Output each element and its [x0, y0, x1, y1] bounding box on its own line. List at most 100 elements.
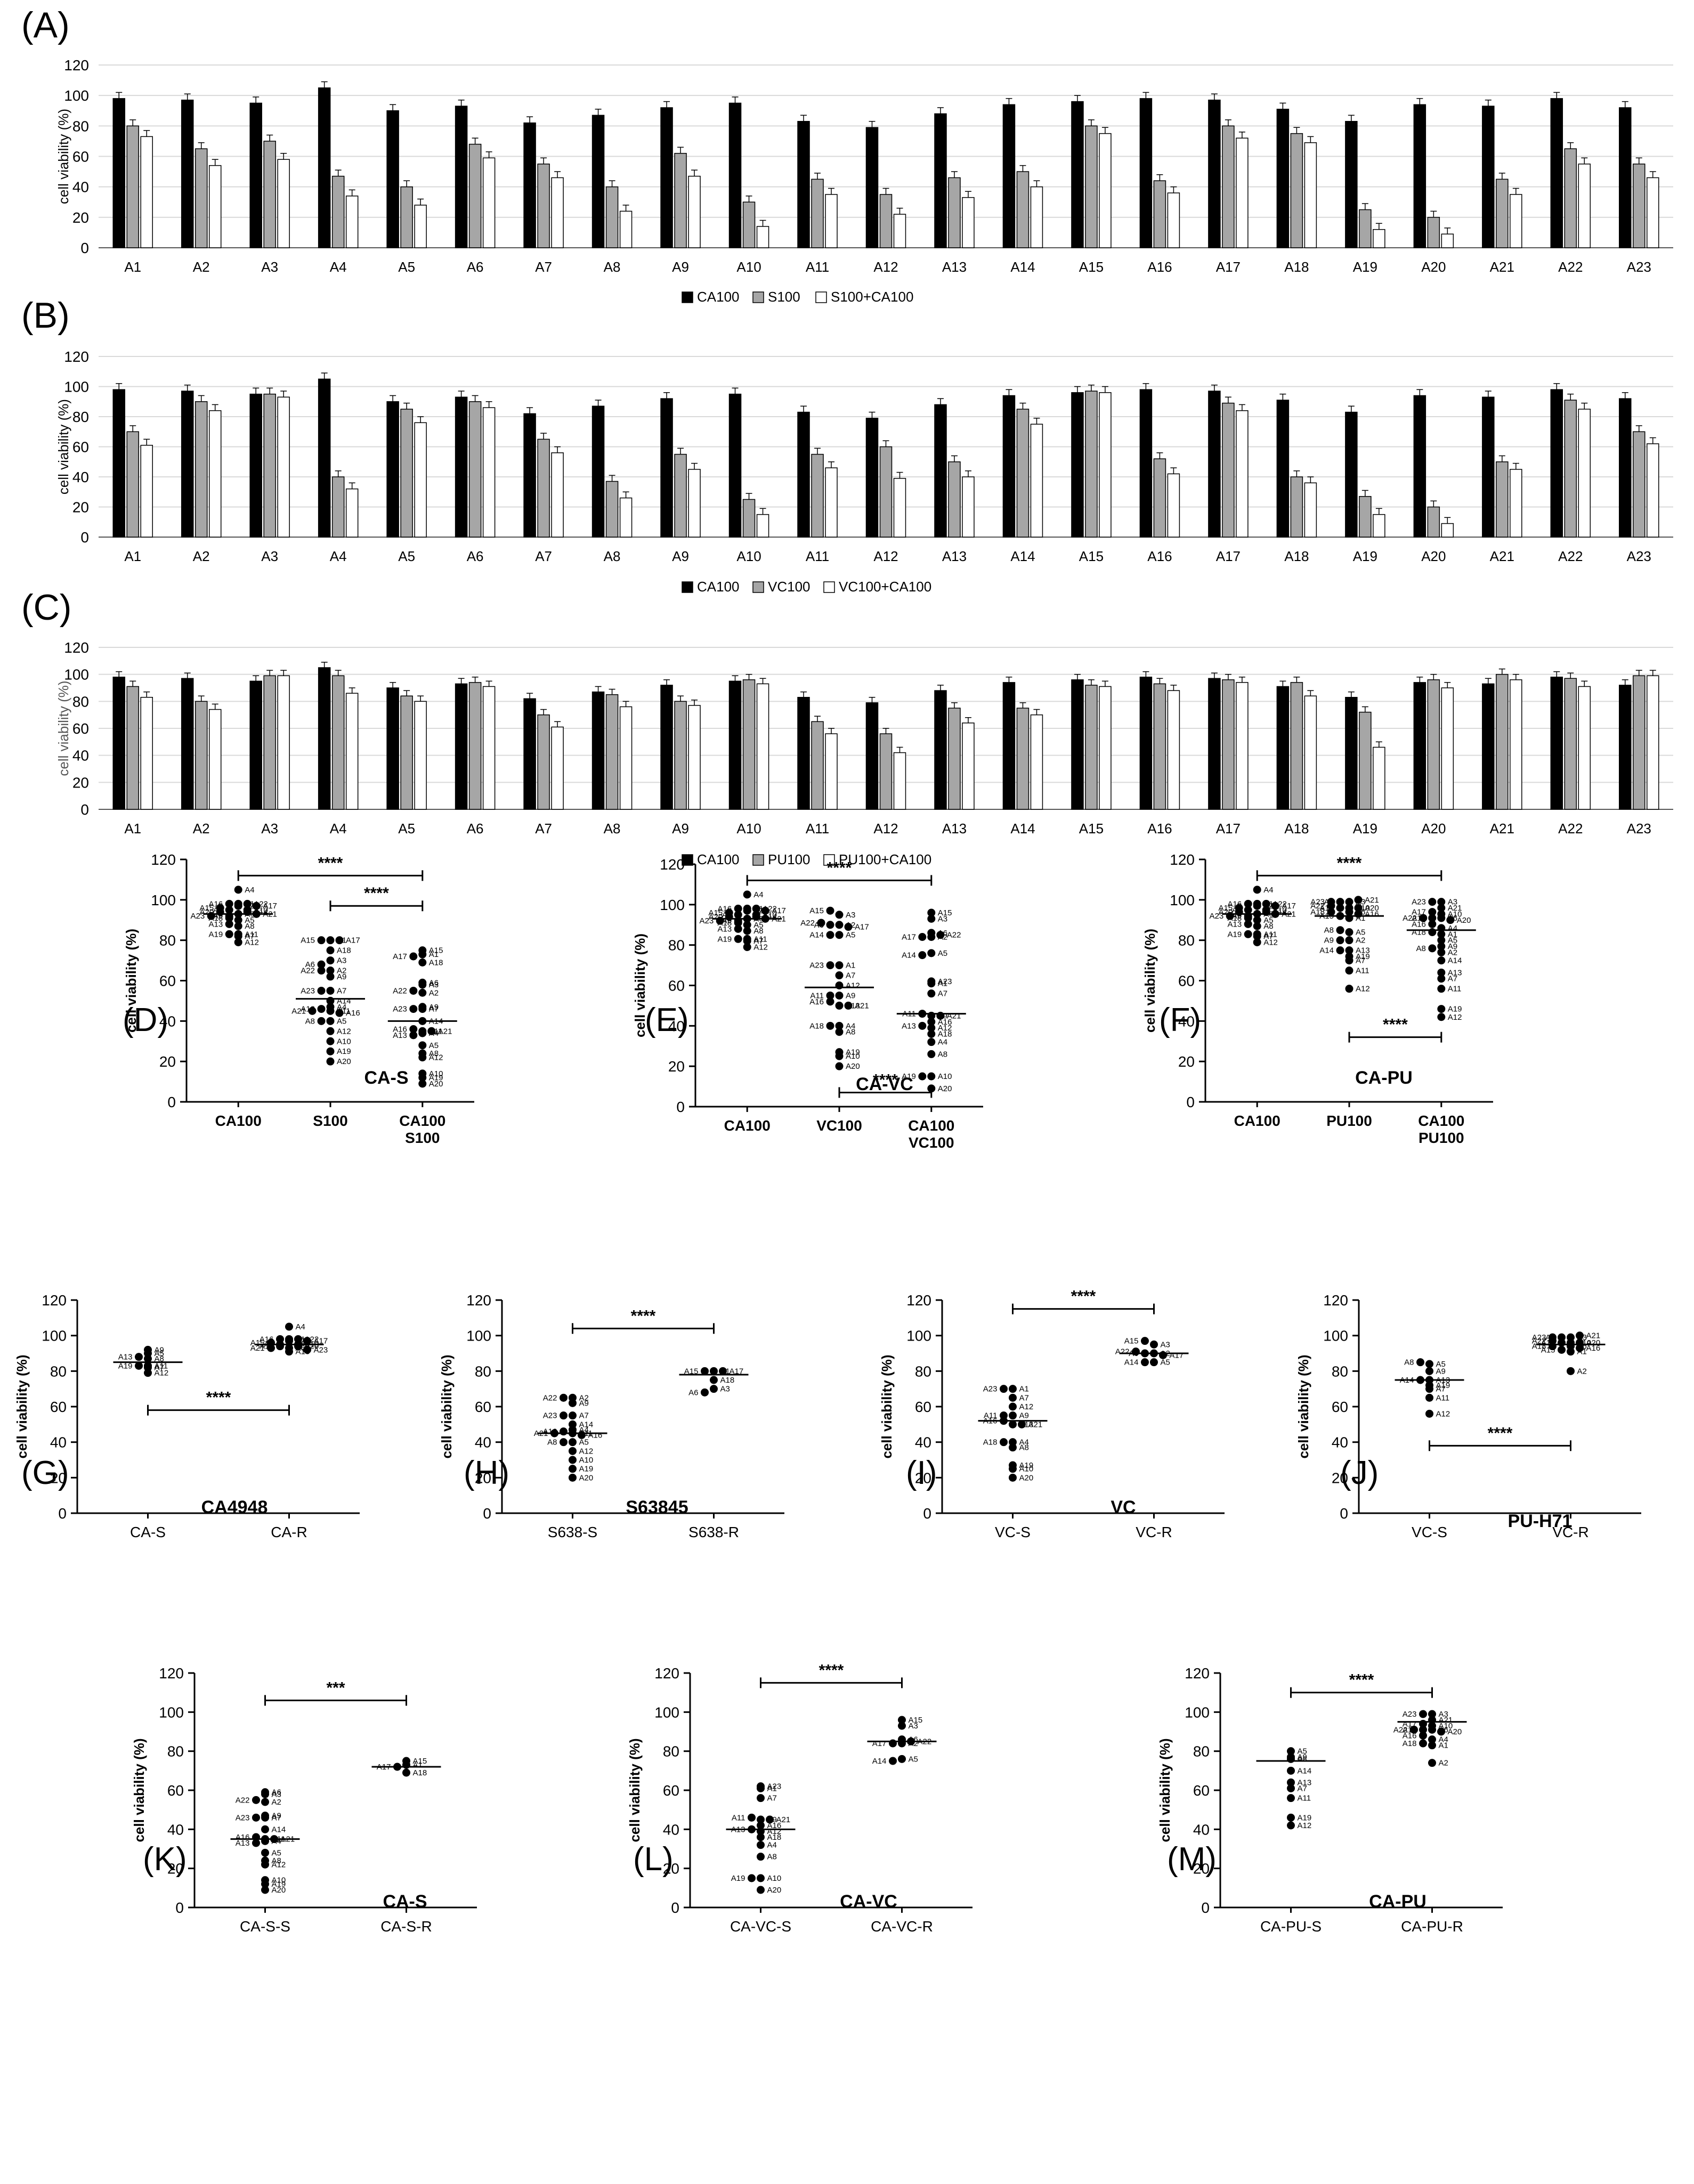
point-label: A4 — [245, 886, 254, 895]
data-point-A17 — [1159, 1351, 1167, 1359]
data-point-A20 — [569, 1473, 577, 1482]
y-tick-label: 80 — [668, 937, 685, 954]
data-point-A4 — [927, 1038, 936, 1046]
data-point-A18 — [225, 914, 233, 922]
bar-CA100-A14 — [1002, 395, 1016, 538]
data-point-A18 — [402, 1768, 410, 1777]
point-label: A4 — [767, 1841, 777, 1850]
bar-VC100+CA100-A8 — [619, 497, 633, 538]
point-label: A3 — [429, 980, 439, 989]
data-point-A2 — [234, 902, 242, 910]
bar-S100-A8 — [605, 186, 619, 248]
bar-PU100-A17 — [1222, 679, 1235, 810]
bar-VC100-A11 — [811, 453, 824, 538]
data-point-A22 — [1410, 1725, 1418, 1734]
bar-PU100+CA100-A15 — [1099, 686, 1112, 810]
data-point-A22 — [936, 931, 945, 939]
point-label: A4 — [1019, 1438, 1029, 1447]
bar-VC100-A9 — [674, 453, 687, 538]
point-label: A3 — [720, 1385, 730, 1394]
data-point-A8 — [560, 1438, 568, 1447]
bar-PU100-A3 — [263, 675, 276, 810]
bar-CA100-A1 — [112, 389, 125, 538]
data-point-A21 — [427, 1027, 436, 1035]
data-point-A10 — [326, 1037, 335, 1045]
bar-CA100-A21 — [1482, 396, 1495, 538]
data-point-A8 — [1009, 1443, 1017, 1452]
point-label: A18 — [938, 1030, 952, 1039]
point-label: A12 — [1298, 1821, 1312, 1830]
point-label: A15 — [1218, 904, 1233, 913]
point-label: A14 — [872, 1757, 887, 1766]
data-point-A17 — [303, 1337, 311, 1345]
chart-title: CA-VC — [840, 1891, 897, 1912]
data-point-A2 — [261, 1798, 269, 1806]
y-tick-label: 120 — [906, 1292, 931, 1309]
bar-CA100-A7 — [523, 413, 536, 538]
x-tick-label: A8 — [604, 821, 621, 837]
point-label: A18 — [767, 1833, 782, 1842]
data-point-A14 — [1141, 1358, 1149, 1367]
bar-S100+CA100-A17 — [1236, 137, 1249, 248]
data-point-A13 — [1009, 1420, 1017, 1428]
y-tick-label: 40 — [72, 179, 89, 196]
x-tick-label: A23 — [1627, 259, 1651, 275]
point-label: A7 — [1019, 1393, 1029, 1402]
bar-S100-A20 — [1427, 217, 1440, 248]
point-label: A18 — [413, 1768, 427, 1777]
point-label: A3 — [1161, 1340, 1170, 1349]
data-point-A21 — [766, 1815, 774, 1824]
bar-CA100-A12 — [865, 702, 879, 810]
data-point-A12 — [144, 1369, 152, 1377]
bar-S100-A9 — [674, 153, 687, 248]
x-tick-label: A5 — [398, 548, 415, 564]
bar-VC100+CA100-A19 — [1373, 514, 1385, 538]
data-point-A3 — [1345, 898, 1353, 906]
data-point-A14 — [261, 1825, 269, 1833]
point-label: A8 — [767, 1853, 777, 1862]
point-label: A6 — [305, 960, 315, 969]
x-tick-label: A18 — [1284, 821, 1309, 837]
data-point-A19 — [1345, 952, 1353, 961]
bar-CA100-A5 — [386, 401, 399, 538]
data-point-A11 — [826, 991, 834, 1000]
data-point-A8 — [1416, 1358, 1424, 1367]
data-point-A23 — [303, 1345, 311, 1354]
chart-title: CA-S — [364, 1068, 408, 1088]
data-point-A3 — [710, 1385, 718, 1393]
data-point-A6 — [261, 1788, 269, 1797]
data-point-A8 — [835, 1028, 844, 1036]
legend-swatch — [752, 291, 764, 303]
x-tick-label: CA100 — [908, 1117, 954, 1134]
point-label: A22 — [305, 1335, 319, 1344]
data-point-A9 — [569, 1399, 577, 1407]
bar-S100+CA100-A18 — [1304, 142, 1317, 248]
y-axis-label: cell viability (%) — [439, 1354, 455, 1458]
bar-PU100-A21 — [1496, 673, 1509, 810]
data-point-A11 — [234, 930, 242, 938]
data-point-A3 — [898, 1722, 906, 1730]
point-label: A16 — [1412, 920, 1426, 929]
bar-CA100-A20 — [1413, 682, 1426, 810]
point-label: A21 — [291, 1006, 306, 1016]
data-point-A22 — [317, 967, 326, 975]
bar-S100+CA100-A20 — [1441, 233, 1454, 248]
x-tick-label: A18 — [1284, 548, 1309, 564]
y-tick-label: 0 — [175, 1899, 184, 1916]
bar-PU100-A18 — [1290, 682, 1303, 810]
significance-label: **** — [631, 1307, 656, 1325]
x-tick-label: A2 — [193, 259, 210, 275]
point-label: A8 — [1404, 1358, 1414, 1367]
panel-label: (F) — [1159, 1002, 1201, 1038]
data-point-A18 — [734, 919, 742, 927]
y-tick-label: 80 — [72, 409, 89, 425]
point-label: A5 — [1263, 916, 1273, 925]
bar-VC100+CA100-A18 — [1304, 482, 1317, 538]
data-point-A18 — [285, 1347, 293, 1356]
point-label: A5 — [429, 1041, 439, 1050]
data-point-A11 — [1345, 967, 1353, 975]
bar-PU100+CA100-A17 — [1236, 682, 1249, 810]
point-label: A16 — [236, 1833, 250, 1842]
data-point-A19 — [569, 1465, 577, 1473]
y-tick-label: 100 — [1185, 1704, 1210, 1720]
